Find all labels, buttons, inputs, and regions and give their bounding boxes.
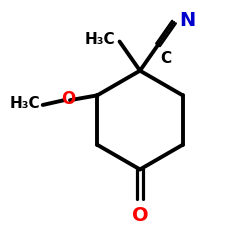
Text: C: C [160,51,171,66]
Text: H₃C: H₃C [9,96,40,110]
Text: O: O [132,206,148,225]
Text: N: N [179,11,195,30]
Text: H₃C: H₃C [85,32,116,47]
Text: O: O [61,90,75,108]
